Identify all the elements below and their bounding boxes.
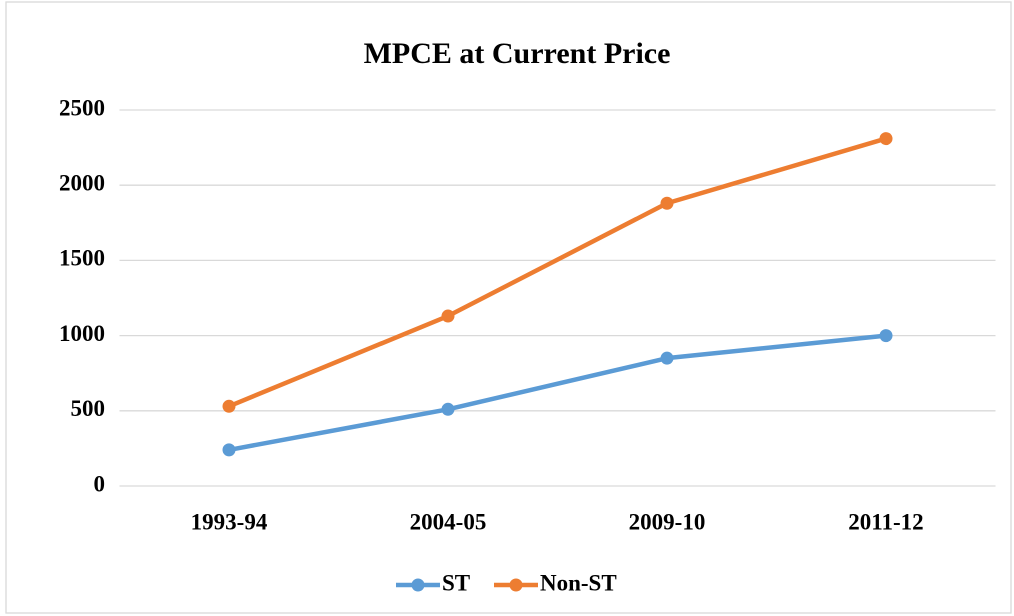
data-point <box>441 309 455 323</box>
series-line <box>228 136 887 409</box>
x-tick-label: 1993-94 <box>191 509 268 534</box>
y-tick-label: 1500 <box>59 246 105 271</box>
y-tick-label: 1000 <box>59 321 105 346</box>
data-point <box>222 399 236 413</box>
series-line <box>228 333 887 453</box>
y-tick-label: 2000 <box>59 170 105 195</box>
legend-marker <box>411 578 425 592</box>
legend-label: ST <box>442 570 470 595</box>
data-point <box>222 443 236 457</box>
y-tick-label: 500 <box>71 396 106 421</box>
data-point <box>660 196 674 210</box>
x-tick-label: 2004-05 <box>410 509 487 534</box>
data-point <box>441 402 455 416</box>
legend-marker <box>509 578 523 592</box>
data-point <box>879 132 893 146</box>
data-point <box>660 351 674 365</box>
x-tick-label: 2011-12 <box>848 509 923 534</box>
legend-label: Non-ST <box>540 570 617 595</box>
chart-frame <box>5 1 1012 614</box>
chart-title: MPCE at Current Price <box>364 37 671 70</box>
data-point <box>879 329 893 343</box>
x-tick-label: 2009-10 <box>629 509 706 534</box>
y-tick-label: 0 <box>94 471 106 496</box>
y-tick-label: 2500 <box>59 95 105 120</box>
